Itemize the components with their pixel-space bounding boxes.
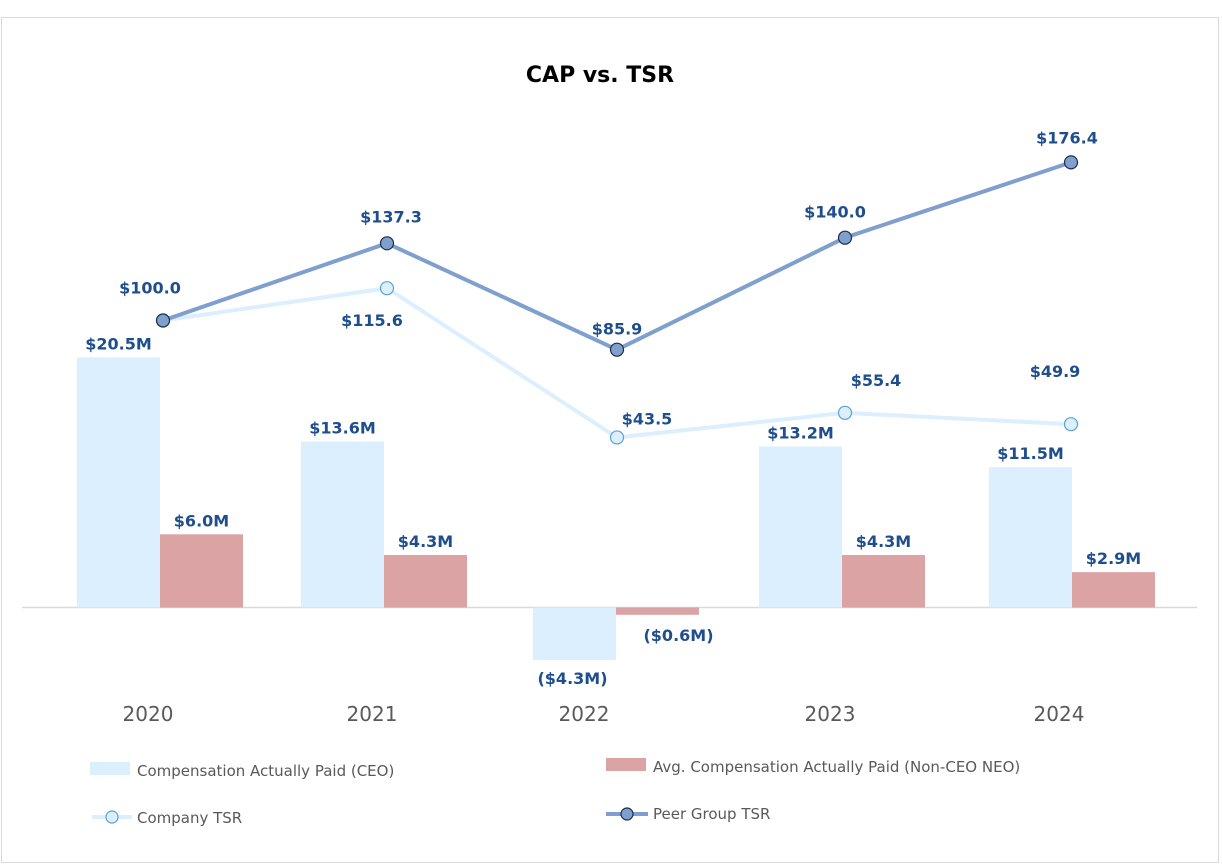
marker-company-tsr	[609, 430, 625, 445]
marker-company-tsr	[379, 281, 395, 296]
bar-ceo-cap	[77, 357, 160, 608]
bar-neo-cap	[384, 555, 467, 608]
bar-label-ceo-cap: ($4.3M)	[537, 669, 607, 688]
bar-neo-cap	[1072, 572, 1155, 608]
tsr-label-company: $55.4	[851, 371, 902, 390]
legend-marker-peer-tsr	[620, 807, 634, 821]
bar-label-neo-cap: $2.9M	[1086, 549, 1141, 568]
legend-label-company-tsr: Company TSR	[137, 809, 242, 827]
bar-neo-cap	[160, 534, 243, 608]
bar-label-neo-cap: $4.3M	[856, 532, 911, 551]
marker-peer-tsr	[837, 230, 853, 245]
legend-label-peer-tsr: Peer Group TSR	[653, 805, 770, 823]
x-tick-label: 2020	[123, 702, 174, 726]
chart-frame	[1, 17, 1219, 863]
legend-swatch-ceo-cap	[90, 762, 130, 775]
bar-neo-cap	[616, 607, 699, 615]
bar-label-ceo-cap: $13.2M	[767, 423, 834, 442]
bar-ceo-cap	[759, 446, 842, 608]
tsr-label-company: $43.5	[622, 409, 673, 428]
bar-label-neo-cap: $6.0M	[174, 511, 229, 530]
bar-ceo-cap	[301, 441, 384, 608]
bar-ceo-cap	[533, 607, 616, 660]
legend-marker-company-tsr	[105, 810, 119, 824]
x-tick-label: 2023	[805, 702, 856, 726]
marker-peer-tsr	[155, 313, 171, 328]
tsr-label-company: $115.6	[341, 311, 403, 330]
marker-company-tsr	[1063, 417, 1079, 432]
bar-neo-cap	[842, 555, 925, 608]
bar-label-neo-cap: ($0.6M)	[643, 626, 713, 645]
tsr-label-peer: $140.0	[804, 203, 866, 222]
legend: Compensation Actually Paid (CEO) Avg. Co…	[90, 758, 1020, 827]
bar-label-ceo-cap: $20.5M	[85, 334, 152, 353]
legend-swatch-neo-cap	[606, 758, 646, 771]
marker-peer-tsr	[1063, 155, 1079, 170]
line-company-tsr	[162, 286, 1072, 440]
marker-peer-tsr	[609, 342, 625, 357]
tsr-label-peer: $176.4	[1036, 128, 1098, 147]
tsr-label-peer: $85.9	[592, 320, 643, 339]
legend-label-ceo-cap: Compensation Actually Paid (CEO)	[137, 762, 394, 780]
tsr-label-peer: $137.3	[360, 207, 422, 226]
x-tick-label: 2021	[347, 702, 398, 726]
marker-peer-tsr	[379, 236, 395, 251]
bar-ceo-cap	[989, 467, 1072, 608]
bar-label-ceo-cap: $11.5M	[997, 444, 1064, 463]
marker-company-tsr	[837, 405, 853, 420]
bar-label-ceo-cap: $13.6M	[309, 419, 376, 438]
tsr-label-company: $49.9	[1030, 362, 1081, 381]
x-tick-label: 2022	[559, 702, 610, 726]
bar-label-neo-cap: $4.3M	[398, 532, 453, 551]
tsr-label-peer: $100.0	[119, 279, 181, 298]
x-tick-label: 2024	[1034, 702, 1085, 726]
legend-label-neo-cap: Avg. Compensation Actually Paid (Non-CEO…	[653, 758, 1020, 776]
chart-title: CAP vs. TSR	[526, 63, 674, 88]
